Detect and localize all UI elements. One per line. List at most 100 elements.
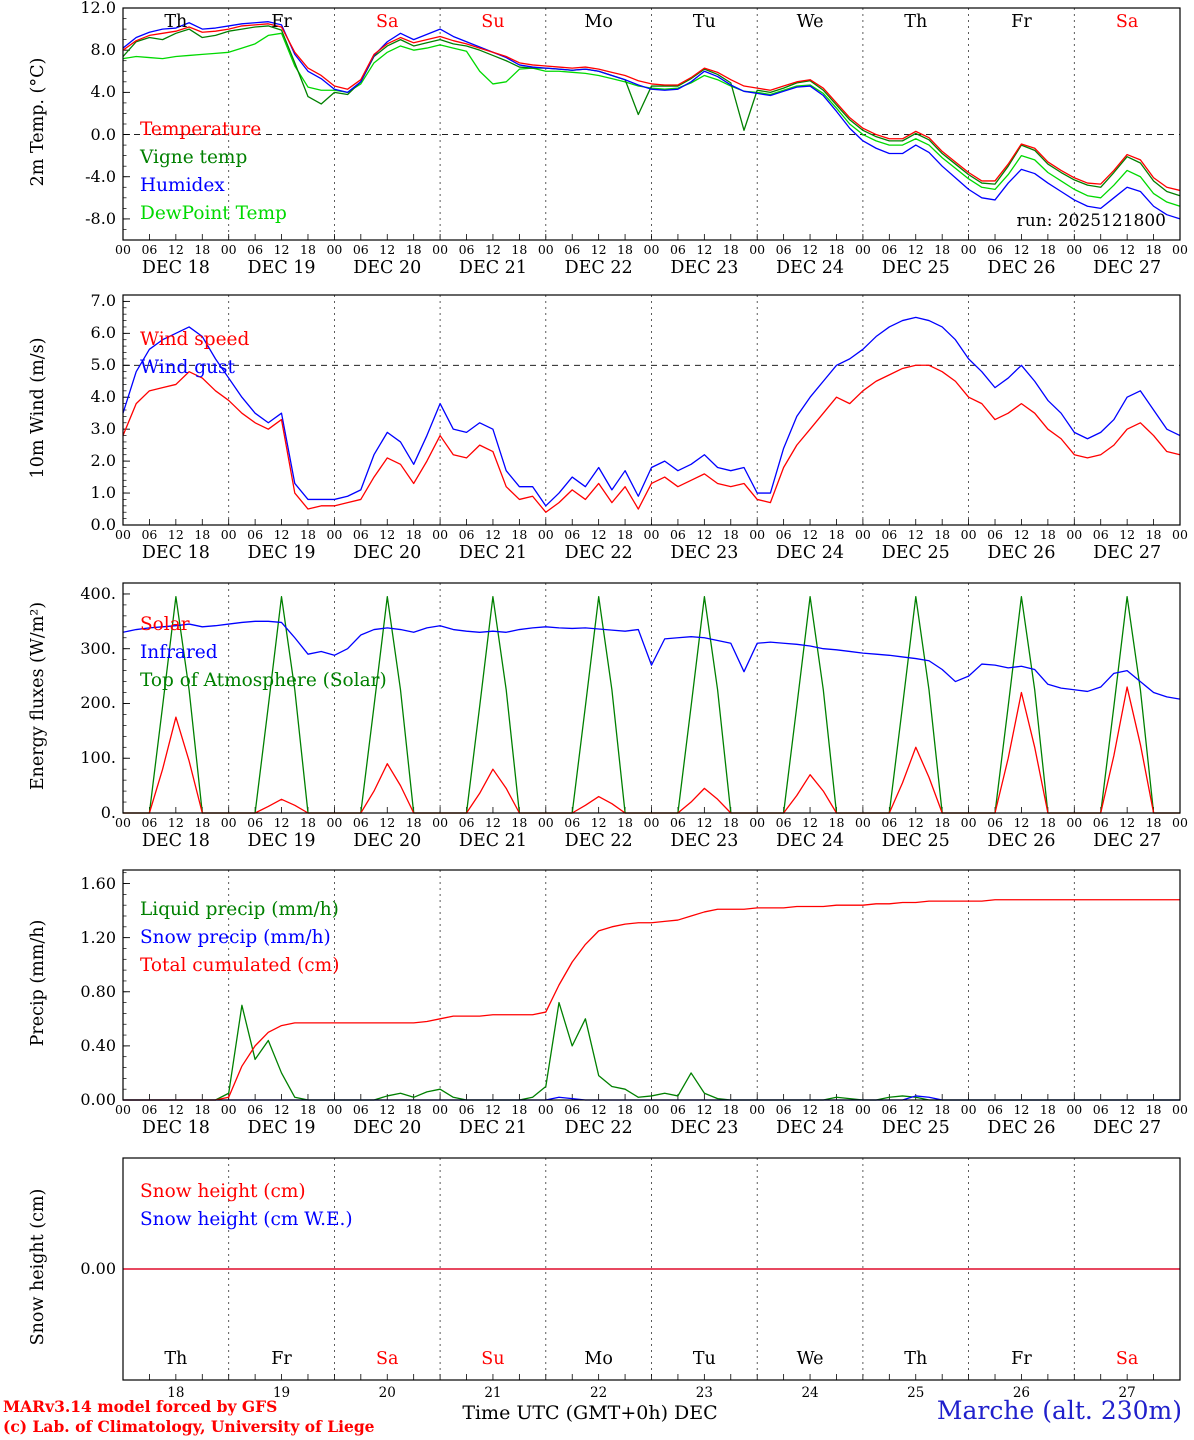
hour-tick-label: 18 [934,527,951,542]
legend-temp-1: Vigne temp [140,147,248,168]
hour-tick-label: 18 [722,242,739,257]
hour-tick-label: 06 [141,527,158,542]
hour-tick-label: 06 [881,527,898,542]
hour-tick-label: 18 [1039,815,1056,830]
day-number-label: 23 [695,1385,713,1401]
y-tick-label: 8.0 [90,40,116,60]
hour-tick-label: 00 [854,1102,871,1117]
legend-temp-3: DewPoint Temp [140,203,287,224]
date-label: DEC 22 [564,1118,633,1138]
day-number-label: 18 [167,1385,185,1401]
hour-tick-label: 00 [643,242,660,257]
series-temperature [122,23,1181,192]
hour-tick-label: 06 [669,815,686,830]
hour-tick-label: 18 [511,242,528,257]
hour-tick-label: 18 [828,1102,845,1117]
y-tick-label: 4.0 [90,387,116,407]
hour-tick-label: 06 [987,242,1003,257]
day-name-label: Th [164,1349,188,1369]
date-label: DEC 18 [141,258,210,278]
hour-tick-label: 00 [326,527,343,542]
legend-snow-1: Snow height (cm W.E.) [140,1209,353,1230]
panel-snow-plot [122,1157,1181,1381]
day-name-label: Sa [1115,12,1139,32]
y-tick-label: 1.0 [90,483,116,503]
hour-tick-label: 00 [220,815,237,830]
hour-tick-label: 06 [775,815,792,830]
hour-tick-label: 18 [617,527,634,542]
date-label: DEC 24 [776,543,845,563]
hour-tick-label: 00 [115,527,131,542]
hour-tick-label: 06 [352,815,369,830]
hour-tick-label: 00 [1172,242,1188,257]
y-tick-label: 6.0 [90,323,116,343]
day-name-label: Fr [1011,12,1032,32]
hour-tick-label: 00 [115,242,131,257]
y-axis-label-wind: 10m Wind (m/s) [28,337,48,479]
hour-tick-label: 06 [881,815,898,830]
hour-tick-label: 18 [1039,242,1056,257]
hour-tick-label: 06 [352,527,369,542]
y-tick-label: 5.0 [90,355,116,375]
hour-tick-label: 12 [484,242,501,257]
date-label: DEC 23 [670,258,739,278]
hour-tick-label: 06 [1092,242,1109,257]
hour-tick-label: 18 [300,1102,316,1117]
hour-tick-label: 06 [669,527,686,542]
hour-tick-label: 00 [537,242,554,257]
y-tick-label: 0.0 [90,124,116,144]
station-label: Marche (alt. 230m) [936,1396,1182,1425]
y-tick-label: 200. [80,693,116,713]
hour-tick-label: 06 [1092,1102,1109,1117]
y-tick-label: 3.0 [90,419,116,439]
footer-model-credit: MARv3.14 model forced by GFS [3,1397,278,1416]
hour-tick-label: 06 [564,815,581,830]
hour-tick-label: 00 [960,815,977,830]
hour-tick-label: 12 [802,242,818,257]
hour-tick-label: 06 [141,1102,158,1117]
hour-tick-label: 06 [247,815,264,830]
hour-tick-label: 18 [828,527,845,542]
series-humidex [122,21,1181,220]
hour-tick-label: 18 [511,815,528,830]
hour-tick-label: 12 [1013,527,1030,542]
y-axis-label-energy: Energy fluxes (W/m²) [28,601,48,791]
day-name-label: Tu [692,12,716,32]
hour-tick-label: 12 [273,815,290,830]
hour-tick-label: 18 [934,1102,951,1117]
legend-precip-0: Liquid precip (mm/h) [140,899,339,920]
date-label: DEC 25 [881,258,950,278]
hour-tick-label: 06 [775,1102,792,1117]
hour-tick-label: 12 [167,527,184,542]
hour-tick-label: 06 [458,1102,475,1117]
date-label: DEC 21 [458,1118,527,1138]
y-tick-label: 0.00 [80,1259,116,1278]
date-label: DEC 22 [564,831,633,851]
series-infrared [122,620,1181,700]
hour-tick-label: 00 [643,815,660,830]
date-label: DEC 27 [1093,258,1162,278]
date-label: DEC 26 [987,831,1056,851]
hour-tick-label: 00 [115,1102,131,1117]
hour-tick-label: 00 [854,527,871,542]
day-name-label: Su [481,12,505,32]
hour-tick-label: 12 [907,815,924,830]
y-axis-label-precip: Precip (mm/h) [28,919,48,1047]
date-label: DEC 26 [987,258,1056,278]
hour-tick-label: 12 [590,527,607,542]
day-name-label: Sa [1115,1349,1139,1369]
legend-precip-1: Snow precip (mm/h) [140,927,331,948]
y-tick-label: 0.40 [80,1035,116,1055]
date-label: DEC 23 [670,1118,739,1138]
hour-tick-label: 06 [1092,815,1109,830]
legend-snow-0: Snow height (cm) [140,1181,306,1202]
day-name-label: Fr [271,1349,292,1369]
date-label: DEC 26 [987,1118,1056,1138]
hour-tick-label: 00 [960,527,977,542]
y-tick-label: 300. [80,638,116,658]
hour-tick-label: 18 [617,242,634,257]
hour-tick-label: 06 [141,242,158,257]
day-number-label: 24 [801,1385,819,1401]
